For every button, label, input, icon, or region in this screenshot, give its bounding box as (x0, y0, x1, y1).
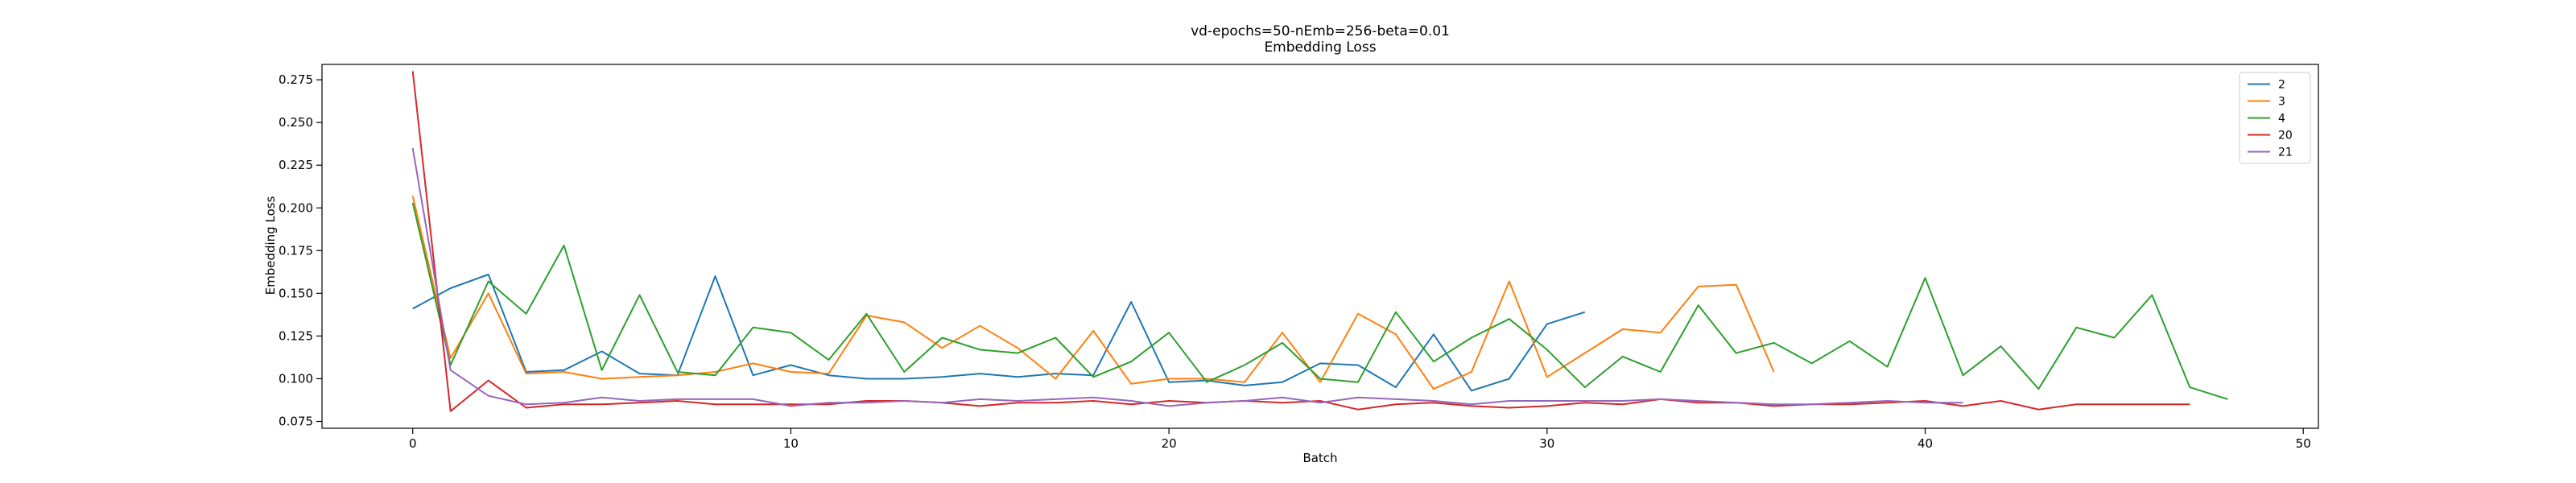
x-tick-label: 10 (783, 436, 799, 451)
y-tick-label: 0.250 (279, 115, 313, 130)
y-tick-label: 0.125 (279, 328, 313, 343)
y-tick-label: 0.100 (279, 371, 313, 386)
plot-area: 0 10 20 30 40 50 0.075 0.100 0.125 0.150 0.175 0.20… (279, 72, 2311, 451)
axes-frame (321, 64, 2319, 429)
legend-label: 21 (2278, 147, 2293, 159)
legend: 2 3 4 20 21 (2239, 72, 2311, 164)
legend-box (2239, 72, 2311, 164)
y-tick-label: 0.175 (279, 243, 313, 258)
y-tick-label: 0.275 (279, 72, 313, 87)
plot-border (321, 64, 2319, 429)
series-line-21 (411, 147, 1963, 407)
y-tick-label: 0.075 (279, 415, 313, 429)
y-tick-label: 0.200 (279, 200, 313, 215)
series-lines (411, 71, 2228, 412)
y-tick-label: 0.150 (279, 286, 313, 300)
chart-subtitle: Embedding Loss (1264, 39, 1376, 56)
series-line-20 (411, 71, 2190, 412)
series-line-2 (412, 274, 1586, 392)
legend-label: 4 (2278, 113, 2285, 126)
series-line-4 (411, 202, 2228, 400)
legend-label: 2 (2278, 79, 2285, 92)
x-tick-label: 20 (1162, 436, 1177, 451)
x-tick-label: 0 (409, 436, 417, 451)
x-tick-label: 40 (1918, 436, 1933, 451)
y-axis-label: Embedding Loss (263, 196, 278, 295)
x-tick-label: 30 (1539, 436, 1554, 451)
series-line-3 (411, 196, 1775, 390)
legend-label: 20 (2278, 130, 2293, 142)
chart-title: vd-epochs=50-nEmb=256-beta=0.01 (1191, 23, 1450, 39)
legend-label: 3 (2278, 96, 2285, 109)
y-tick-label: 0.225 (279, 158, 313, 172)
x-axis-label: Batch (1302, 451, 1337, 465)
x-tick-label: 50 (2296, 436, 2311, 451)
